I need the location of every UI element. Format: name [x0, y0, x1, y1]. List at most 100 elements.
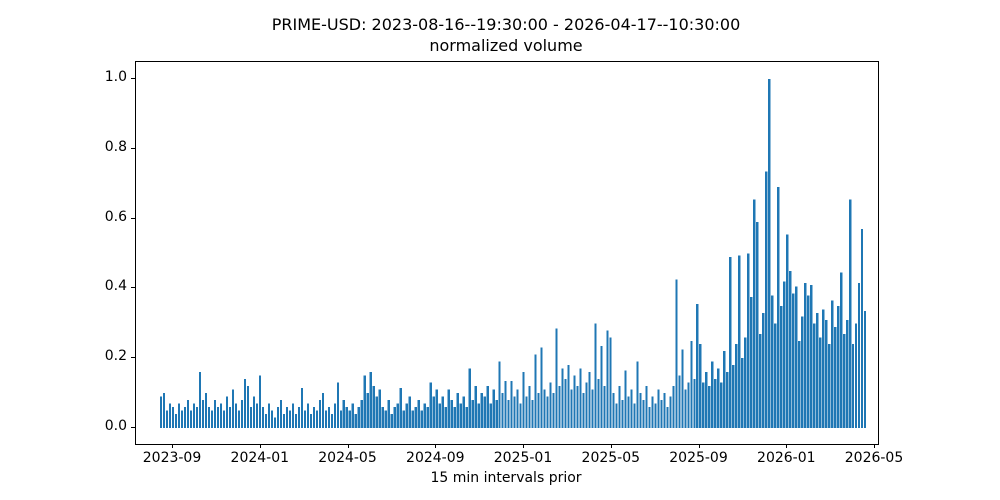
y-tick-mark [131, 427, 135, 428]
volume-bar [423, 403, 426, 428]
x-tick-mark [435, 444, 437, 448]
volume-bar [432, 396, 435, 428]
volume-bar [225, 396, 229, 428]
volume-bar [546, 396, 549, 428]
volume-bar [453, 407, 456, 428]
volume-bar [258, 375, 262, 428]
volume-bar [810, 284, 813, 428]
volume-bar [243, 379, 247, 428]
volume-bar [765, 171, 768, 428]
volume-bar [213, 400, 217, 428]
volume-bar [384, 410, 387, 428]
volume-bar [306, 403, 310, 428]
volume-bar [174, 414, 178, 428]
volume-bar [252, 396, 256, 428]
x-tick-mark [347, 444, 349, 448]
volume-bar [609, 337, 612, 428]
volume-bar [786, 234, 789, 428]
volume-bar [465, 407, 468, 428]
volume-bar [615, 403, 618, 428]
volume-bar [768, 79, 771, 428]
volume-bar [735, 344, 738, 428]
volume-bar [570, 389, 573, 428]
volume-bar [420, 410, 423, 428]
x-tick-label: 2024-01 [230, 450, 290, 466]
volume-bar [618, 386, 621, 428]
volume-bar [816, 312, 819, 428]
volume-bar [738, 255, 741, 428]
x-tick-mark [259, 444, 261, 448]
volume-bar [246, 386, 250, 428]
volume-bar [747, 253, 750, 428]
y-tick-label: 0.8 [104, 138, 127, 155]
x-tick-label: 2026-05 [844, 450, 904, 466]
volume-bar [303, 410, 307, 428]
volume-bar [441, 396, 444, 428]
volume-bar [477, 403, 480, 428]
volume-bar [207, 407, 211, 428]
volume-bar [711, 361, 714, 428]
volume-bar [264, 414, 268, 428]
volume-bar [163, 393, 166, 428]
volume-bar [510, 380, 513, 428]
volume-bar [543, 389, 546, 428]
volume-bar [579, 368, 582, 428]
volume-bar [585, 382, 588, 428]
volume-bar [459, 403, 462, 428]
volume-bar [270, 410, 274, 428]
volume-bar [160, 396, 163, 428]
volume-bar [771, 295, 774, 428]
volume-bar [495, 400, 498, 428]
volume-bar [684, 389, 687, 428]
volume-bar [531, 400, 534, 428]
volume-bar [564, 379, 567, 428]
x-tick-mark [610, 444, 612, 448]
volume-bar [693, 379, 696, 428]
volume-bar [822, 309, 825, 428]
volume-bar [687, 382, 690, 428]
volume-bar [834, 326, 837, 428]
x-tick-label: 2023-09 [142, 450, 202, 466]
volume-bar [552, 393, 555, 428]
volume-bar [741, 358, 744, 428]
volume-bar [759, 333, 762, 428]
volume-bar [492, 389, 495, 428]
volume-bar [480, 393, 483, 428]
volume-bar [198, 372, 202, 428]
volume-bar [297, 407, 301, 428]
volume-bar [678, 375, 681, 428]
volume-bar [549, 382, 552, 428]
volume-bar [201, 400, 205, 428]
volume-bar [300, 387, 304, 429]
volume-bar [369, 372, 372, 428]
volume-bar [336, 382, 339, 428]
volume-bar [447, 389, 450, 428]
y-tick-label: 0.6 [104, 208, 127, 225]
volume-bar [462, 396, 465, 428]
volume-bar [663, 393, 666, 428]
volume-bar [450, 400, 453, 428]
volume-bar [468, 368, 471, 428]
volume-bar [582, 393, 585, 428]
volume-bar [345, 407, 348, 428]
volume-bar [714, 379, 717, 428]
volume-bar [690, 340, 693, 428]
volume-bar [591, 389, 594, 428]
y-tick-label: 0.4 [104, 278, 127, 295]
volume-bar [627, 396, 630, 428]
volume-bar [402, 410, 405, 428]
volume-bar [177, 403, 181, 428]
y-tick-label: 0.2 [104, 348, 127, 365]
x-tick-mark [698, 444, 700, 448]
volume-bar [315, 410, 318, 428]
volume-bar [312, 407, 315, 428]
volume-bar [324, 410, 327, 428]
volume-bar [597, 379, 600, 428]
volume-bar [645, 386, 648, 428]
volume-bar [654, 403, 657, 428]
volume-bar [327, 407, 330, 428]
volume-bar [777, 187, 780, 428]
volume-bar [642, 400, 645, 428]
volume-bar [366, 393, 369, 428]
